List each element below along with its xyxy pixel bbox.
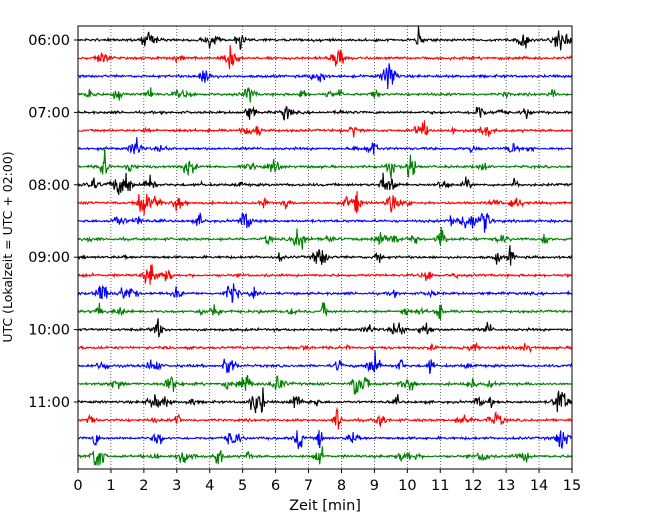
y-tick-label: 10:00 — [28, 323, 70, 339]
x-tick-label: 3 — [172, 478, 181, 494]
x-tick-label: 2 — [139, 478, 148, 494]
seismogram-trace — [77, 105, 573, 121]
x-tick-label: 14 — [530, 478, 548, 494]
y-tick-label: 08:00 — [28, 178, 70, 194]
seismogram-trace — [77, 245, 573, 266]
x-axis-ticks: 0 1 2 3 4 5 6 7 8 9 10 11 12 13 14 15 — [73, 469, 581, 494]
seismogram-trace — [77, 63, 573, 90]
seismogram-trace — [77, 212, 573, 233]
y-axis-label: UTC (Lokalzeit = UTC + 02:00) — [0, 151, 15, 342]
y-tick-label: 11:00 — [28, 395, 70, 411]
x-tick-label: 7 — [304, 478, 313, 494]
seismogram-trace — [77, 406, 573, 430]
seismogram-trace — [77, 430, 573, 449]
x-tick-label: 5 — [238, 478, 247, 494]
y-tick-label: 06:00 — [28, 33, 70, 49]
x-tick-label: 12 — [464, 478, 482, 494]
seismogram-trace — [77, 318, 573, 338]
y-tick-label: 09:00 — [28, 250, 70, 266]
seismogram-traces — [77, 26, 573, 466]
x-tick-label: 8 — [337, 478, 346, 494]
seismogram-trace — [77, 341, 573, 354]
seismogram-trace — [77, 302, 573, 321]
seismogram-trace — [77, 147, 573, 179]
plot-frame — [77, 25, 573, 470]
seismogram-trace — [77, 137, 573, 155]
x-tick-label: 0 — [73, 478, 82, 494]
x-tick-label: 1 — [106, 478, 115, 494]
seismogram-trace — [77, 26, 573, 51]
seismogram-trace — [77, 45, 573, 70]
seismogram-trace — [77, 87, 573, 103]
x-tick-label: 4 — [205, 478, 214, 494]
seismogram-trace — [77, 191, 573, 216]
grid-lines — [110, 26, 540, 469]
x-tick-label: 13 — [497, 478, 515, 494]
seismogram-trace — [77, 374, 573, 395]
x-tick-label: 9 — [370, 478, 379, 494]
seismogram-trace — [77, 120, 573, 138]
y-tick-label: 07:00 — [28, 105, 70, 121]
x-tick-label: 6 — [271, 478, 280, 494]
seismogram-trace — [77, 446, 573, 466]
y-axis-ticks: 06:00 07:00 08:00 09:00 10:00 11:00 — [28, 33, 78, 411]
seismogram-trace — [77, 283, 573, 303]
x-axis-label: Zeit [min] — [289, 498, 361, 514]
seismogram-trace — [77, 387, 573, 414]
seismogram-trace — [77, 264, 573, 285]
seismogram-trace — [77, 172, 573, 195]
seismogram-trace — [77, 350, 573, 375]
x-tick-label: 10 — [398, 478, 416, 494]
x-tick-label: 11 — [431, 478, 449, 494]
x-tick-label: 15 — [563, 478, 581, 494]
seismogram-trace — [77, 226, 573, 250]
